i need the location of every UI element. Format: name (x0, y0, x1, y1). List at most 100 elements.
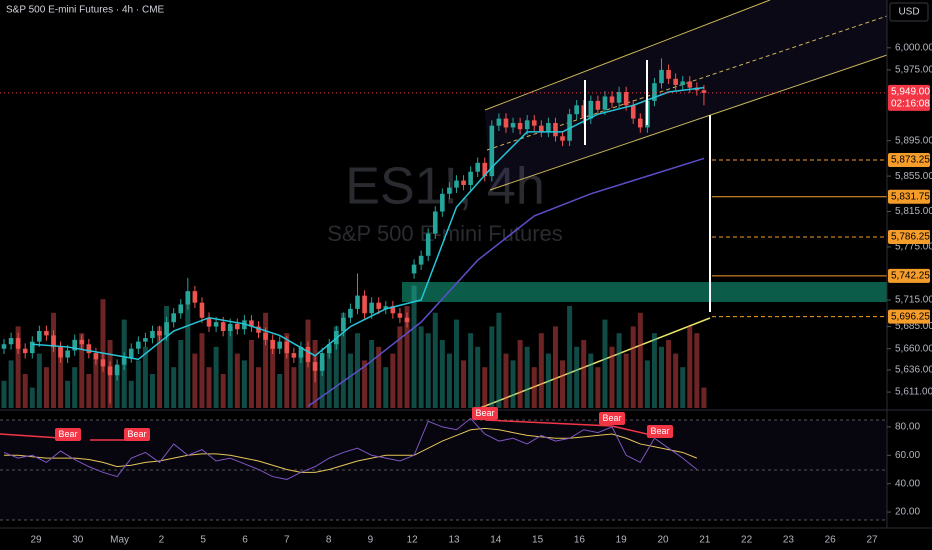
divergence-line (484, 419, 661, 438)
candle-body (638, 118, 643, 128)
volume-bar (574, 346, 580, 408)
candle-body (277, 341, 283, 349)
rsi-tick-label: 60.00 (895, 450, 920, 461)
volume-bar (142, 346, 148, 408)
level-label: 5,873.25 (891, 155, 930, 166)
channel-lower (489, 54, 888, 191)
volume-bar (538, 333, 544, 408)
level-label: 5,831.75 (891, 191, 930, 202)
volume-bar (461, 360, 467, 408)
volume-bar (616, 333, 622, 408)
candle-body (673, 78, 678, 85)
x-tick-label: 26 (825, 535, 837, 546)
x-tick-label: 29 (30, 535, 42, 546)
candle-body (418, 255, 424, 265)
volume-bar (65, 380, 71, 408)
candle-body (284, 341, 290, 354)
volume-bar (171, 367, 177, 408)
volume-bar (659, 346, 665, 408)
candle-body (8, 338, 14, 345)
bear-label: Bear (127, 429, 146, 439)
candle-body (298, 346, 304, 358)
volume-bar (694, 333, 700, 408)
volume-bar (545, 353, 551, 408)
currency-box (889, 2, 929, 22)
candle-body (531, 120, 537, 126)
candle-body (517, 123, 523, 130)
bear-tag (55, 428, 81, 441)
volume-bar (362, 360, 368, 408)
y-tick-label: 5,715.00 (895, 295, 932, 306)
y-tick-label: 5,775.00 (895, 242, 932, 253)
volume-bar (199, 333, 205, 408)
volume-bar (623, 353, 629, 408)
countdown: 02:16:08 (891, 99, 930, 110)
volume-bar (397, 326, 403, 408)
bear-tag (647, 425, 673, 438)
candle-body (150, 331, 155, 339)
rsi-pane: Bear Bear Bear Bear Bear (3, 407, 698, 480)
volume-bar (149, 374, 155, 408)
candle-body (623, 92, 629, 106)
candle-body (355, 295, 360, 309)
y-tick-label: 5,685.00 (895, 321, 932, 332)
volume-bar (277, 374, 283, 408)
volume-bar (58, 346, 64, 408)
volume-bar (411, 285, 417, 408)
volume-bar (114, 367, 120, 408)
candle-body (581, 105, 587, 119)
volume-bar (220, 374, 226, 408)
volume-bar (524, 346, 530, 408)
volume-bar (93, 353, 99, 408)
volume-bar (432, 312, 438, 408)
candle-body (553, 123, 558, 137)
candle-body (29, 341, 35, 354)
volume-bar (256, 367, 262, 408)
volume-bar (687, 326, 693, 408)
bear-tag (472, 407, 498, 420)
volume-bar (192, 353, 198, 408)
volume-bar (178, 340, 184, 408)
y-tick-label: 5,611.00 (895, 387, 932, 398)
candle-body (616, 92, 622, 103)
volume-bar (284, 333, 290, 408)
volume-bar (263, 312, 269, 408)
candle-body (319, 353, 325, 371)
x-tick-label: 9 (368, 535, 374, 546)
y-tick-label: 6,000.00 (895, 42, 932, 53)
candle-body (72, 339, 77, 351)
volume-bar (86, 374, 92, 408)
candle-body (121, 357, 127, 365)
x-tick-label: 6 (242, 535, 248, 546)
y-tick-label: 5,660.00 (895, 343, 932, 354)
rsi-tick-label: 80.00 (895, 422, 920, 433)
x-tick-label: May (110, 535, 129, 546)
candle-body (79, 339, 85, 345)
candle-body (390, 306, 396, 314)
candle-body (22, 348, 28, 354)
candle-body (220, 322, 226, 332)
volume-bar (36, 353, 42, 408)
volume-bar (43, 367, 49, 408)
candle-body (630, 105, 636, 119)
candle-body (213, 322, 219, 327)
candle-body (411, 264, 417, 274)
candle-body (1, 344, 7, 349)
volume-bar (425, 333, 431, 408)
candle-body (652, 83, 657, 101)
y-tick-label: 5,815.00 (895, 206, 932, 217)
volume-bar (50, 312, 56, 408)
volume-bar (446, 353, 452, 408)
volume-bar (157, 326, 163, 408)
volume-bar (8, 360, 14, 408)
candle-body (666, 69, 671, 79)
level-label: 5,742.25 (891, 271, 930, 282)
candle-body (58, 346, 63, 358)
candle-body (51, 335, 56, 347)
x-tick-label: 14 (490, 535, 502, 546)
axes: 6,000.00 5,975.00 5,895.00 5,855.00 5,815.00… (30, 42, 932, 545)
candle-body (496, 118, 502, 126)
volume-bar (644, 360, 650, 408)
candle-body (312, 361, 318, 371)
